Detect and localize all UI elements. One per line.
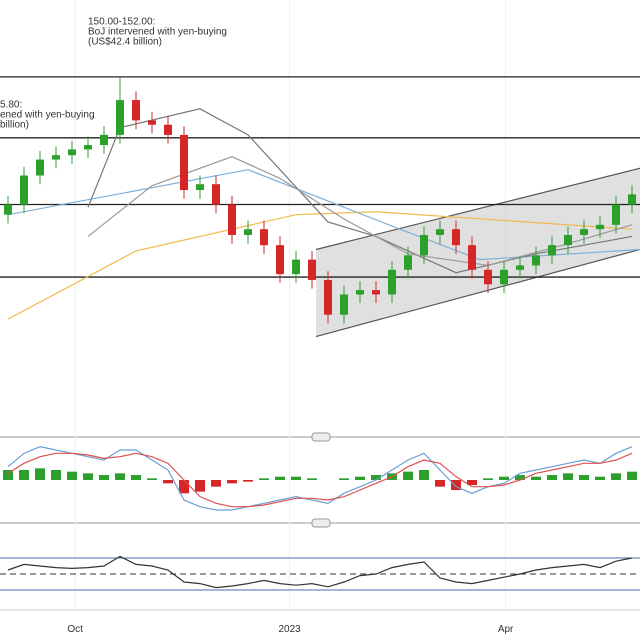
channel-lower bbox=[315, 248, 640, 338]
macd-histogram-bar bbox=[627, 471, 637, 480]
x-tick-label: 2023 bbox=[278, 624, 301, 635]
candle-body bbox=[548, 245, 556, 256]
candle-body bbox=[132, 100, 140, 121]
annotation: 5.80: bbox=[0, 99, 22, 110]
candle-body bbox=[404, 255, 412, 270]
panel-handle[interactable] bbox=[311, 518, 331, 528]
candle-body bbox=[20, 175, 28, 205]
macd-histogram-bar bbox=[131, 475, 141, 480]
annotation: 150.00-152.00: bbox=[88, 17, 155, 28]
annotation: ened with yen-buying bbox=[0, 109, 95, 120]
macd-histogram-bar bbox=[259, 478, 269, 480]
candle-body bbox=[436, 229, 444, 235]
candle-body bbox=[340, 294, 348, 315]
macd-histogram-bar bbox=[531, 476, 541, 480]
x-tick-label: Oct bbox=[67, 624, 83, 635]
candle-body bbox=[292, 259, 300, 275]
macd-histogram-bar bbox=[371, 475, 381, 480]
macd-histogram-bar bbox=[435, 480, 445, 487]
macd-histogram-bar bbox=[547, 475, 557, 480]
macd-histogram-bar bbox=[339, 478, 349, 480]
candle-body bbox=[196, 184, 204, 191]
macd-histogram-bar bbox=[483, 478, 493, 480]
macd-histogram-bar bbox=[19, 470, 29, 480]
candle-body bbox=[260, 229, 268, 246]
macd-histogram-bar bbox=[163, 480, 173, 484]
macd-histogram-bar bbox=[275, 476, 285, 480]
overlay-line bbox=[7, 211, 633, 320]
macd-histogram-bar bbox=[515, 475, 525, 480]
candle-body bbox=[212, 184, 220, 205]
macd-histogram-bar bbox=[499, 476, 509, 480]
macd-histogram-bar bbox=[291, 476, 301, 480]
macd-histogram-bar bbox=[243, 480, 253, 482]
candle-body bbox=[36, 159, 44, 176]
macd-histogram-bar bbox=[195, 480, 205, 492]
candle-body bbox=[324, 279, 332, 315]
macd-histogram-bar bbox=[563, 473, 573, 480]
candle-body bbox=[628, 194, 636, 205]
macd-histogram-bar bbox=[115, 473, 125, 480]
candle-body bbox=[308, 259, 316, 280]
candle-body bbox=[612, 204, 620, 225]
candle-body bbox=[356, 290, 364, 295]
candle-body bbox=[516, 265, 524, 270]
annotation: BoJ intervened with yen-buying bbox=[88, 27, 227, 38]
macd-histogram-bar bbox=[3, 470, 13, 480]
macd-histogram-bar bbox=[147, 478, 157, 480]
candle-body bbox=[484, 269, 492, 285]
macd-histogram-bar bbox=[227, 480, 237, 484]
macd-histogram-bar bbox=[595, 476, 605, 480]
macd-histogram-bar bbox=[211, 480, 221, 487]
candle-body bbox=[500, 269, 508, 285]
channel-upper bbox=[315, 167, 640, 251]
candle-body bbox=[100, 134, 108, 146]
macd-histogram-bar bbox=[451, 480, 461, 490]
annotation: billion) bbox=[0, 119, 29, 130]
rsi-line bbox=[7, 555, 633, 589]
candle-body bbox=[68, 149, 76, 156]
macd-histogram-bar bbox=[51, 470, 61, 480]
candle-body bbox=[180, 134, 188, 191]
panel-handle[interactable] bbox=[311, 432, 331, 442]
macd-histogram-bar bbox=[35, 468, 45, 480]
candle-body bbox=[148, 120, 156, 125]
candle-body bbox=[84, 145, 92, 150]
macd-histogram-bar bbox=[467, 480, 477, 485]
candle-body bbox=[420, 234, 428, 256]
macd-histogram-bar bbox=[83, 473, 93, 480]
macd-histogram-bar bbox=[579, 475, 589, 480]
macd-histogram-bar bbox=[179, 480, 189, 494]
candle-body bbox=[564, 234, 572, 246]
candle-body bbox=[372, 290, 380, 295]
channel-fill bbox=[316, 168, 640, 337]
annotation: (US$42.4 billion) bbox=[88, 37, 162, 48]
macd-line bbox=[7, 446, 633, 511]
macd-histogram-bar bbox=[419, 470, 429, 480]
candle-body bbox=[116, 100, 124, 135]
candle-body bbox=[52, 155, 60, 160]
candle-body bbox=[388, 269, 396, 295]
candle-body bbox=[276, 245, 284, 275]
macd-histogram-bar bbox=[611, 473, 621, 480]
macd-histogram-bar bbox=[99, 475, 109, 480]
overlay-line bbox=[87, 156, 633, 267]
signal-line bbox=[7, 452, 633, 508]
macd-histogram-bar bbox=[403, 471, 413, 480]
candle-body bbox=[228, 204, 236, 235]
candle-body bbox=[532, 255, 540, 266]
candle-body bbox=[468, 245, 476, 270]
candle-body bbox=[4, 204, 12, 215]
x-tick-label: Apr bbox=[498, 624, 514, 635]
macd-histogram-bar bbox=[355, 476, 365, 480]
candle-body bbox=[164, 124, 172, 135]
macd-histogram-bar bbox=[67, 471, 77, 480]
macd-histogram-bar bbox=[307, 478, 317, 480]
candle-body bbox=[452, 229, 460, 246]
candle-body bbox=[580, 229, 588, 235]
candle-body bbox=[244, 229, 252, 235]
candle-body bbox=[596, 224, 604, 230]
